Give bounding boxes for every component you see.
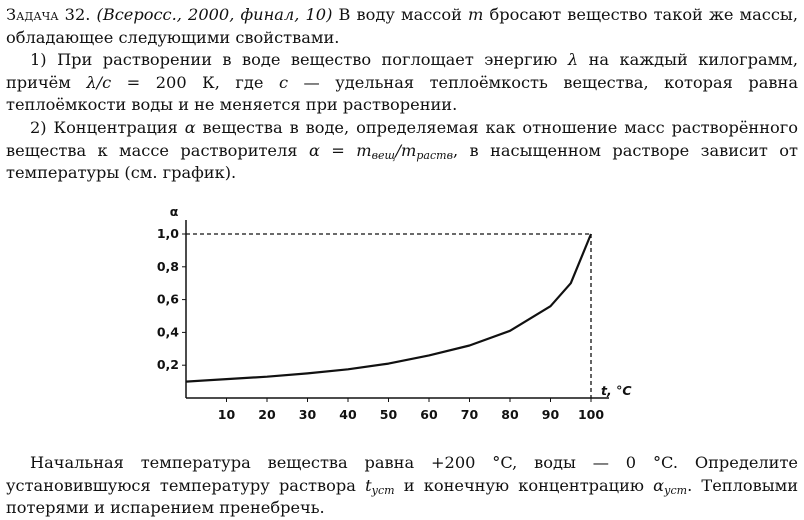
y-tick-label: 0,6 xyxy=(157,292,179,307)
problem-statement: Задача 32. (Всеросс., 2000, финал, 10) В… xyxy=(6,4,798,49)
x-tick-label: 70 xyxy=(461,407,479,422)
alpha-subscript: уст xyxy=(664,483,688,497)
x-tick-label: 40 xyxy=(339,407,357,422)
x-tick-label: 100 xyxy=(578,407,604,422)
t-variable: t xyxy=(365,475,372,495)
lambda-symbol: λ xyxy=(567,50,579,69)
c-variable: c xyxy=(278,72,289,92)
property-1-text-b: на каждый килограмм, причём xyxy=(6,50,798,92)
concentration-formula: α = mвещ/mраств xyxy=(308,140,453,162)
alpha-symbol: α xyxy=(184,118,196,137)
property-2-text-a: 2) Концентрация xyxy=(30,118,178,137)
x-tick-label: 90 xyxy=(542,407,560,422)
property-2-text-c: , в насыщенном растворе зависит от темпе… xyxy=(6,140,798,183)
formula-sub-solute: вещ xyxy=(371,148,396,162)
property-1: 1) При растворении в воде вещество погло… xyxy=(6,49,798,117)
saturation-chart-svg: 10 20 30 40 50 60 70 80 90 100 0,2 0,4 0,6 0,8 1,0 α t, … xyxy=(157,204,632,422)
formula-mid: /m xyxy=(395,140,417,160)
property-2-text-b: вещества в воде, определяемая как отноше… xyxy=(6,118,798,160)
x-tick-label: 20 xyxy=(258,407,276,422)
property-1-text-a: 1) При растворении в воде вещество погло… xyxy=(30,50,558,69)
t-subscript: уст xyxy=(371,483,395,497)
y-axis-label: α xyxy=(170,205,179,219)
x-tick-label: 10 xyxy=(218,407,236,422)
y-tick-label: 0,8 xyxy=(157,259,179,274)
saturation-curve xyxy=(185,233,593,383)
t-steady: tуст xyxy=(365,475,395,497)
property-2: 2) Концентрация α вещества в воде, опред… xyxy=(6,117,798,185)
question-text-a: Начальная температура вещества равна +20… xyxy=(6,453,798,495)
problem-source: (Всеросс., 2000, финал, 10) xyxy=(96,5,333,24)
alpha-variable: α xyxy=(653,475,665,495)
problem-label: Задача 32. xyxy=(6,5,91,24)
x-tick-label: 60 xyxy=(420,407,438,422)
x-axis-label: t, °C xyxy=(601,383,632,398)
formula-sub-solvent: раств xyxy=(416,148,453,162)
property-1-text-c: = 200 К, где xyxy=(126,72,264,92)
lambda-over-c: λ/c xyxy=(86,72,112,92)
property-1-text-d: — удельная теплоёмкость вещества, котора… xyxy=(6,72,798,115)
x-tick-label: 30 xyxy=(299,407,317,422)
question-text-b: и конечную концентрацию xyxy=(403,475,644,495)
y-tick-label: 1,0 xyxy=(157,226,179,241)
y-tick-label: 0,4 xyxy=(157,324,179,339)
intro-text-a: В воду массой xyxy=(338,5,462,24)
x-tick-label: 80 xyxy=(501,407,519,422)
x-tick-label: 50 xyxy=(380,407,398,422)
question: Начальная температура вещества равна +20… xyxy=(6,452,798,520)
alpha-steady: αуст xyxy=(653,475,688,497)
question-text-c: . Тепловыми потерями и испарением пренеб… xyxy=(6,475,798,518)
y-tick-label: 0,2 xyxy=(157,357,179,372)
formula-start: α = m xyxy=(308,140,372,160)
mass-variable: m xyxy=(468,5,484,24)
intro-text-b: бросают вещество такой же массы, обладаю… xyxy=(6,5,798,47)
saturation-chart: 10 20 30 40 50 60 70 80 90 100 0,2 0,4 0,6 0,8 1,0 α t, … xyxy=(140,204,660,434)
